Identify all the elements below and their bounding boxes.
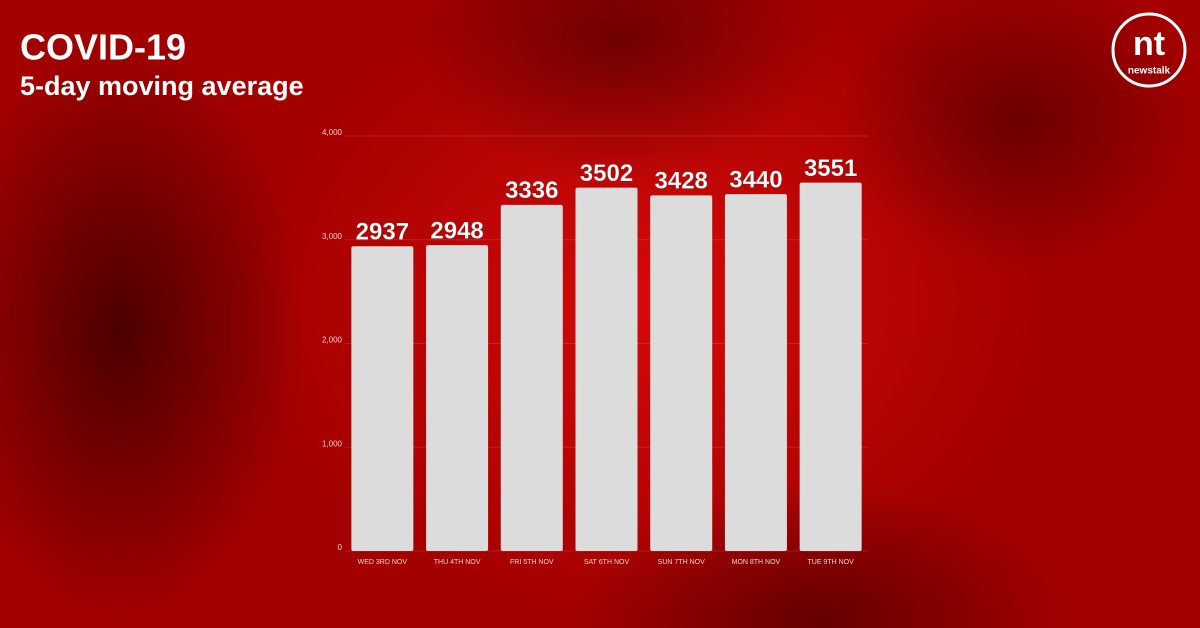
- data-label: 2948: [430, 217, 483, 244]
- y-tick-label: 4,000: [322, 128, 343, 137]
- data-label: 3502: [580, 160, 633, 187]
- data-label: 2937: [356, 219, 409, 246]
- x-tick-label: SUN 7TH NOV: [658, 559, 705, 566]
- x-tick-label: THU 4TH NOV: [434, 559, 481, 566]
- logo-mark: nt: [1133, 25, 1165, 63]
- data-label: 3428: [655, 168, 708, 195]
- logo-text: newstalk: [1128, 66, 1171, 77]
- chart-title: COVID-19: [20, 27, 186, 68]
- data-label: 3551: [804, 155, 857, 182]
- x-tick-label: MON 8TH NOV: [732, 559, 781, 566]
- x-tick-label: WED 3RD NOV: [358, 559, 408, 566]
- x-tick-label: TUE 9TH NOV: [807, 559, 854, 566]
- x-tick-label: FRI 5TH NOV: [510, 559, 554, 566]
- bar: [724, 194, 787, 551]
- y-tick-label: 0: [338, 543, 343, 552]
- data-label: 3440: [729, 166, 782, 193]
- bar: [500, 204, 563, 551]
- bar: [426, 245, 489, 551]
- bar: [799, 182, 862, 552]
- x-tick-label: SAT 6TH NOV: [584, 559, 630, 566]
- data-label: 3336: [505, 177, 558, 204]
- logo-ring: [1111, 12, 1187, 88]
- chart-subtitle: 5-day moving average: [20, 71, 304, 101]
- bar: [650, 195, 713, 551]
- y-tick-label: 2,000: [322, 336, 343, 345]
- y-tick-label: 1,000: [322, 439, 343, 448]
- bar: [575, 187, 638, 552]
- y-tick-label: 3,000: [322, 232, 343, 241]
- bar: [351, 246, 414, 551]
